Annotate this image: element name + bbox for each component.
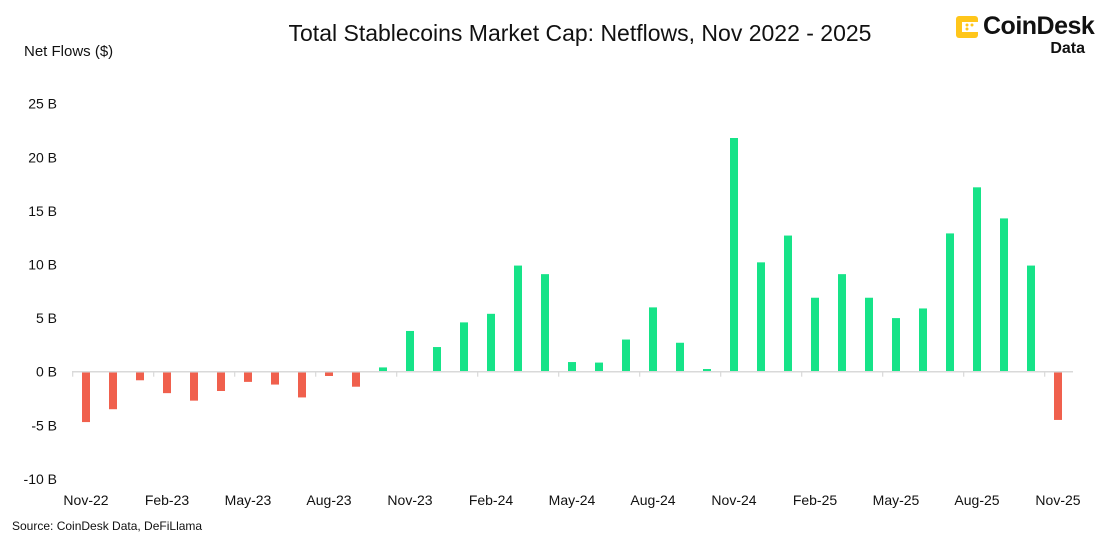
x-tick-label: Feb-25 [793,492,838,508]
y-tick-label: 5 B [36,310,57,326]
bar-Jan-24 [460,322,468,372]
bar-Nov-25 [1054,371,1062,420]
bar-Aug-24 [649,307,657,372]
bar-Dec-23 [433,347,441,372]
bar-Jul-24 [622,339,630,372]
bar-Oct-24 [703,369,711,372]
y-tick-label: 10 B [28,257,57,273]
bar-May-24 [568,362,576,372]
y-tick-label: 25 B [28,96,57,112]
bar-Mar-25 [838,274,846,372]
x-tick-label: Nov-22 [63,492,108,508]
x-tick-label: May-23 [225,492,272,508]
bar-Feb-25 [811,297,819,372]
bar-Apr-25 [865,297,873,372]
x-tick-label: Aug-25 [954,492,999,508]
y-tick-label: -5 B [31,417,57,433]
logo-brand-text: CoinDesk [983,12,1095,40]
bar-Jul-23 [298,371,306,398]
bar-Apr-24 [541,274,549,372]
bar-May-23 [244,371,252,382]
bar-Dec-24 [757,262,765,372]
bar-Jan-25 [784,235,792,372]
bar-Aug-25 [973,187,981,372]
bar-Sep-24 [676,342,684,372]
bar-Oct-23 [379,367,387,372]
bar-Aug-23 [325,371,333,376]
bar-Sep-23 [352,371,360,387]
x-tick-label: Feb-23 [145,492,190,508]
x-tick-label: May-24 [549,492,596,508]
bar-Mar-23 [190,371,198,401]
y-axis-label: Net Flows ($) [24,43,114,60]
bar-Feb-23 [163,371,171,394]
bar-Nov-22 [82,371,90,423]
x-tick-label: Aug-24 [630,492,675,508]
bar-Nov-24 [730,138,738,372]
coindesk-logo-icon [956,16,978,38]
source-note: Source: CoinDesk Data, DeFiLlama [12,519,203,533]
bar-Feb-24 [487,313,495,372]
x-tick-label: Nov-23 [387,492,432,508]
bar-Nov-23 [406,330,414,372]
chart-title: Total Stablecoins Market Cap: Netflows, … [288,20,872,46]
x-tick-label: Nov-24 [711,492,756,508]
bar-Jul-25 [946,233,954,372]
y-tick-label: -10 B [24,471,57,487]
y-tick-label: 20 B [28,149,57,165]
coindesk-logo: CoinDesk Data [955,12,1095,62]
bar-Jun-25 [919,308,927,372]
y-tick-label: 15 B [28,203,57,219]
x-tick-label: May-25 [873,492,920,508]
bar-May-25 [892,318,900,372]
bar-Sep-25 [1000,218,1008,372]
logo-sub-text: Data [1050,40,1085,57]
bar-Apr-23 [217,371,225,391]
bar-Jun-23 [271,371,279,385]
bar-Mar-24 [514,265,522,372]
x-tick-label: Feb-24 [469,492,514,508]
y-tick-label: 0 B [36,364,57,380]
bar-Dec-22 [109,371,117,410]
x-tick-label: Nov-25 [1035,492,1080,508]
bar-Jan-23 [136,371,144,381]
bar-Oct-25 [1027,265,1035,372]
bar-Jun-24 [595,362,603,372]
x-tick-label: Aug-23 [306,492,351,508]
